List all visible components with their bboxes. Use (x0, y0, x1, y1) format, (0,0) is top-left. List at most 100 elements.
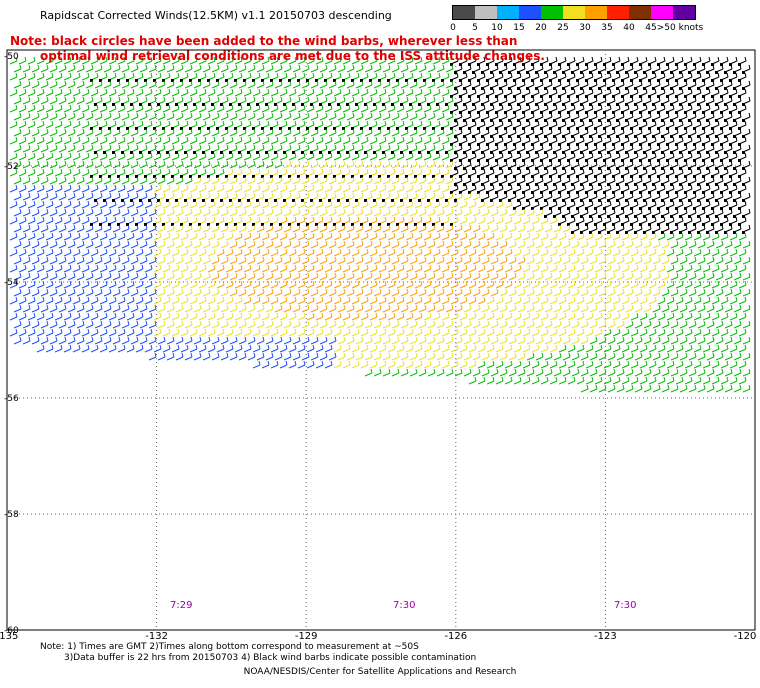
wind-barb (279, 296, 288, 305)
wind-barb (63, 232, 72, 241)
wind-barb (364, 208, 373, 217)
wind-barb (454, 336, 463, 345)
wind-barb (580, 336, 589, 345)
wind-barb (45, 72, 54, 81)
wind-barb (441, 344, 450, 353)
wind-barb (9, 120, 18, 129)
wind-barb (688, 336, 697, 345)
wind-barb (409, 224, 418, 233)
contamination-marker (373, 199, 376, 202)
wind-barb (432, 280, 441, 289)
wind-barb (175, 160, 184, 169)
wind-barb (234, 264, 243, 273)
wind-barb (490, 208, 499, 217)
wind-barb (346, 320, 355, 329)
contamination-marker (360, 223, 363, 226)
wind-barb (666, 248, 675, 257)
wind-barb (396, 232, 405, 241)
wind-barb (162, 56, 171, 65)
wind-barb (306, 88, 315, 97)
contamination-marker (351, 127, 354, 130)
wind-barb (670, 336, 679, 345)
wind-barb (337, 128, 346, 137)
wind-barb (495, 200, 504, 209)
contamination-marker (688, 231, 691, 234)
contamination-marker (261, 79, 264, 82)
wind-barb (256, 224, 265, 233)
wind-barb (630, 280, 639, 289)
contamination-marker (652, 183, 655, 186)
wind-barb (513, 216, 522, 225)
contamination-marker (666, 63, 669, 66)
wind-barb (297, 280, 306, 289)
wind-barb (427, 352, 436, 361)
wind-barb (171, 88, 180, 97)
wind-barb (184, 320, 193, 329)
wind-barb (324, 248, 333, 257)
wind-barb (418, 336, 427, 345)
wind-barb (418, 304, 427, 313)
wind-barb (207, 200, 216, 209)
contamination-marker (594, 191, 597, 194)
wind-barb (301, 176, 310, 185)
wind-barb (427, 304, 436, 313)
contamination-marker (216, 175, 219, 178)
wind-barb (315, 264, 324, 273)
wind-barb (409, 240, 418, 249)
wind-barb (436, 208, 445, 217)
wind-barb (148, 80, 157, 89)
contamination-marker (580, 151, 583, 154)
wind-barb (130, 336, 139, 345)
wind-barb (27, 264, 36, 273)
wind-barb (139, 288, 148, 297)
color-swatch (651, 6, 673, 19)
wind-barb (373, 160, 382, 169)
contamination-marker (531, 191, 534, 194)
contamination-marker (90, 175, 93, 178)
contamination-marker (684, 207, 687, 210)
wind-barb (220, 208, 229, 217)
wind-barb (612, 280, 621, 289)
wind-barb (432, 88, 441, 97)
wind-barb (432, 136, 441, 145)
wind-barb (315, 184, 324, 193)
wind-barb (229, 240, 238, 249)
wind-barb (72, 280, 81, 289)
wind-barb (13, 160, 22, 169)
contamination-marker (607, 119, 610, 122)
wind-barb (657, 312, 666, 321)
wind-barb (724, 272, 733, 281)
wind-barb (702, 264, 711, 273)
wind-barb (675, 344, 684, 353)
wind-barb (180, 152, 189, 161)
wind-barb (445, 64, 454, 73)
wind-barb (67, 160, 76, 169)
contamination-marker (733, 167, 736, 170)
wind-barb (715, 320, 724, 329)
wind-barb (391, 128, 400, 137)
contamination-marker (135, 79, 138, 82)
wind-barb (45, 312, 54, 321)
contamination-marker (477, 143, 480, 146)
wind-barb (508, 336, 517, 345)
contamination-marker (229, 199, 232, 202)
wind-barb (121, 256, 130, 265)
wind-barb (396, 264, 405, 273)
contamination-marker (612, 159, 615, 162)
contamination-marker (243, 79, 246, 82)
wind-barb (22, 336, 31, 345)
contamination-marker (625, 87, 628, 90)
wind-barb (652, 368, 661, 377)
wind-barb (153, 248, 162, 257)
wind-barb (184, 288, 193, 297)
wind-barb (472, 240, 481, 249)
contamination-marker (103, 199, 106, 202)
wind-barb (310, 112, 319, 121)
wind-barb (364, 240, 373, 249)
wind-barb (598, 256, 607, 265)
contamination-marker (454, 135, 457, 138)
wind-barb (184, 176, 193, 185)
wind-barb (342, 152, 351, 161)
wind-barb (67, 144, 76, 153)
y-tick-label: -52 (4, 162, 19, 172)
